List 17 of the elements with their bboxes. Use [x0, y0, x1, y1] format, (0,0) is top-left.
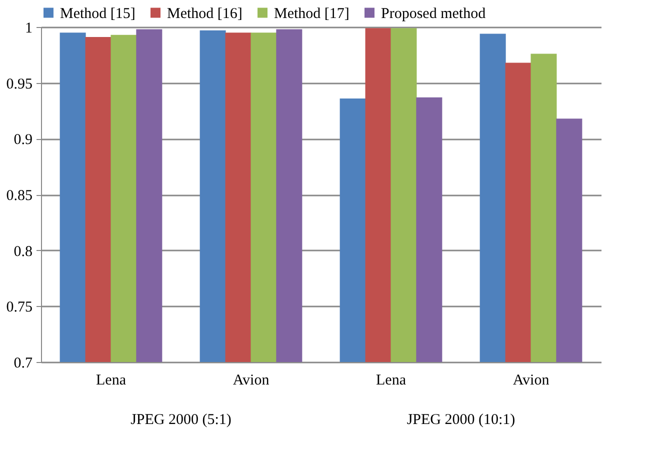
y-tick-label: 0.9 — [14, 132, 32, 148]
x-tick-label: Avion — [232, 372, 270, 388]
legend-label: Method [16] — [167, 6, 242, 22]
y-tick-label: 0.75 — [6, 300, 32, 316]
text: JPEG 2000 (10:1) — [406, 412, 516, 428]
legend-label: Method [17] — [274, 6, 350, 22]
y-tick-label: 1 — [25, 20, 32, 36]
x-tick-label: Lena — [376, 372, 406, 388]
legend-label: Method [15] — [60, 6, 136, 22]
x-tick-label: Avion — [512, 372, 550, 388]
y-tick-label: 0.85 — [6, 188, 32, 204]
y-tick-label: 0.95 — [6, 76, 32, 92]
legend-label: Proposed method — [381, 6, 486, 22]
y-tick-label: 0.7 — [14, 356, 33, 372]
y-tick-label: 0.8 — [14, 244, 32, 260]
text: JPEG 2000 (5:1) — [130, 412, 232, 428]
x-tick-label: Lena — [96, 372, 126, 388]
